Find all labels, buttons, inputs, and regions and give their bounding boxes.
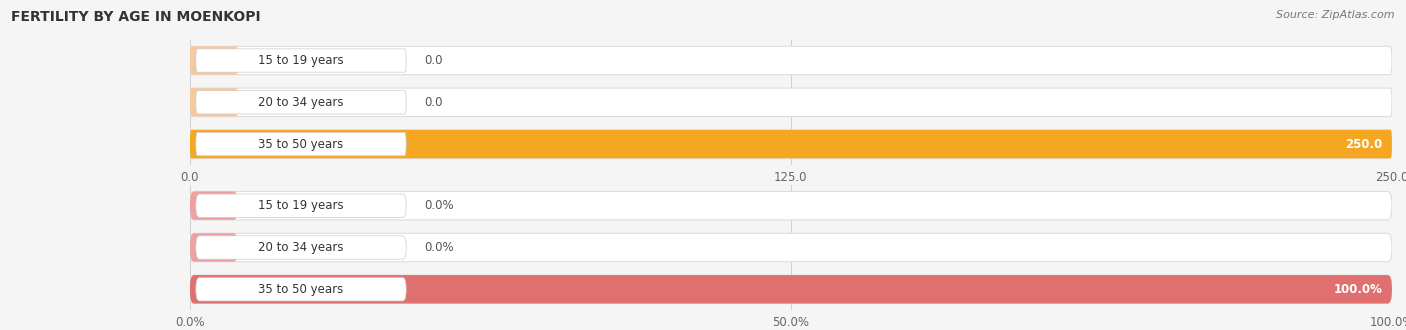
FancyBboxPatch shape <box>195 236 406 259</box>
Text: 0.0%: 0.0% <box>425 199 454 212</box>
FancyBboxPatch shape <box>190 233 1392 262</box>
FancyBboxPatch shape <box>195 49 406 72</box>
FancyBboxPatch shape <box>190 275 1392 304</box>
FancyBboxPatch shape <box>195 91 406 114</box>
FancyBboxPatch shape <box>190 275 1392 304</box>
FancyBboxPatch shape <box>190 130 1392 158</box>
Text: 100.0%: 100.0% <box>1333 283 1382 296</box>
FancyBboxPatch shape <box>190 191 238 220</box>
Text: 20 to 34 years: 20 to 34 years <box>259 241 343 254</box>
FancyBboxPatch shape <box>190 130 1392 158</box>
FancyBboxPatch shape <box>190 191 1392 220</box>
Text: 15 to 19 years: 15 to 19 years <box>259 54 344 67</box>
FancyBboxPatch shape <box>195 278 406 301</box>
Text: 0.0%: 0.0% <box>425 241 454 254</box>
Text: FERTILITY BY AGE IN MOENKOPI: FERTILITY BY AGE IN MOENKOPI <box>11 10 262 24</box>
Text: 35 to 50 years: 35 to 50 years <box>259 283 343 296</box>
FancyBboxPatch shape <box>195 132 406 156</box>
Text: 0.0: 0.0 <box>425 54 443 67</box>
FancyBboxPatch shape <box>190 88 1392 116</box>
FancyBboxPatch shape <box>195 194 406 217</box>
FancyBboxPatch shape <box>190 88 238 116</box>
FancyBboxPatch shape <box>190 233 238 262</box>
Text: 15 to 19 years: 15 to 19 years <box>259 199 344 212</box>
Text: 0.0: 0.0 <box>425 96 443 109</box>
FancyBboxPatch shape <box>190 46 238 75</box>
Text: 35 to 50 years: 35 to 50 years <box>259 138 343 150</box>
Text: 20 to 34 years: 20 to 34 years <box>259 96 343 109</box>
Text: 250.0: 250.0 <box>1346 138 1382 150</box>
Text: Source: ZipAtlas.com: Source: ZipAtlas.com <box>1277 10 1395 20</box>
FancyBboxPatch shape <box>190 46 1392 75</box>
